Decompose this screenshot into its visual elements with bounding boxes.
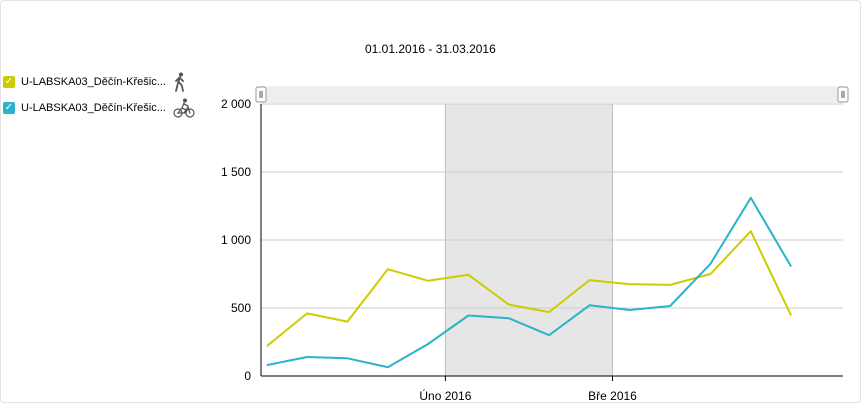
- checkbox-icon[interactable]: ✓: [3, 76, 15, 88]
- x-tick-label: Bře 2016: [588, 389, 637, 403]
- y-tick-label: 1 000: [221, 233, 251, 247]
- range-scrollbar[interactable]: [258, 86, 845, 103]
- date-range-label: 01.01.2016 - 31.03.2016: [365, 42, 496, 56]
- cyclist-icon: [173, 98, 195, 118]
- series-line-cyclist: [266, 196, 792, 369]
- y-tick-label: 1 500: [221, 165, 251, 179]
- legend-item-cyclist[interactable]: ✓ U-LABSKA03_Děčín-Křešic...: [3, 95, 195, 121]
- legend-label: U-LABSKA03_Děčín-Křešic...: [21, 102, 166, 114]
- y-tick-label: 0: [244, 369, 251, 383]
- pedestrian-icon: [175, 72, 184, 92]
- y-tick-label: 2 000: [221, 97, 251, 111]
- y-tick-label: 500: [231, 301, 251, 315]
- legend-item-pedestrian[interactable]: ✓ U-LABSKA03_Děčín-Křešic...: [3, 69, 195, 95]
- scrollbar-handle-left[interactable]: [255, 86, 267, 103]
- x-tick-label: Úno 2016: [419, 388, 471, 403]
- legend-label: U-LABSKA03_Děčín-Křešic...: [21, 76, 166, 88]
- legend: ✓ U-LABSKA03_Děčín-Křešic... ✓ U-LABSKA0…: [3, 69, 195, 121]
- checkbox-icon[interactable]: ✓: [3, 102, 15, 114]
- scrollbar-handle-right[interactable]: [837, 86, 849, 103]
- series-line-pedestrian: [266, 230, 793, 347]
